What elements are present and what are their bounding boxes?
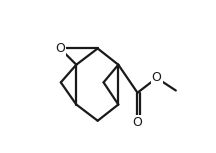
Text: O: O	[152, 71, 162, 84]
Text: O: O	[55, 42, 65, 55]
Text: O: O	[133, 116, 142, 129]
